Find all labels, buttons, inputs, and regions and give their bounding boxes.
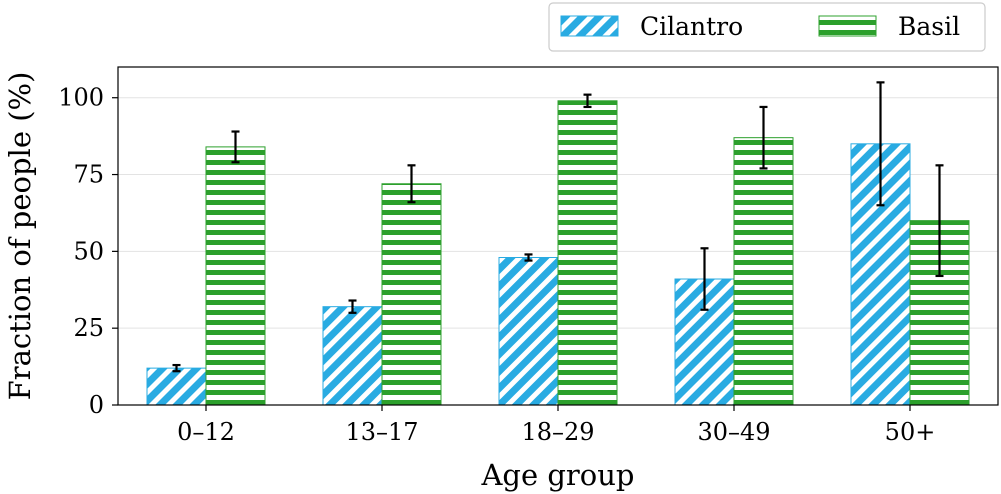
legend-swatch-cilantro [560,15,619,37]
bar-cilantro-1 [322,306,383,406]
bar-cilantro-0 [146,367,207,406]
y-tick-label: 75 [73,161,104,189]
legend-label-basil: Basil [898,12,960,41]
x-tick-label: 18–29 [521,418,594,446]
legend-swatch-basil [818,15,877,37]
bar-basil-3 [733,137,794,406]
bar-cilantro-2 [498,257,559,406]
y-tick-label: 25 [73,314,104,342]
y-axis: 0 25 50 75 100 [58,84,118,419]
error-bars [172,81,944,373]
x-tick-label: 50+ [885,418,936,446]
x-tick-label: 13–17 [345,418,418,446]
x-axis: 0–12 13–17 18–29 30–49 50+ [177,405,935,446]
bar-basil-2 [557,100,618,406]
legend: Cilantro Basil [548,2,986,52]
y-axis-label: Fraction of people (%) [3,72,37,401]
y-tick-label: 0 [89,391,104,419]
legend-label-cilantro: Cilantro [640,12,743,41]
x-tick-label: 30–49 [697,418,770,446]
bar-basil-1 [381,183,442,406]
y-tick-label: 50 [73,237,104,265]
bar-basil-0 [205,146,266,406]
x-tick-label: 0–12 [177,418,235,446]
x-axis-label: Age group [480,458,634,492]
bars [146,100,970,406]
legend-frame [548,2,986,52]
y-tick-label: 100 [58,84,104,112]
